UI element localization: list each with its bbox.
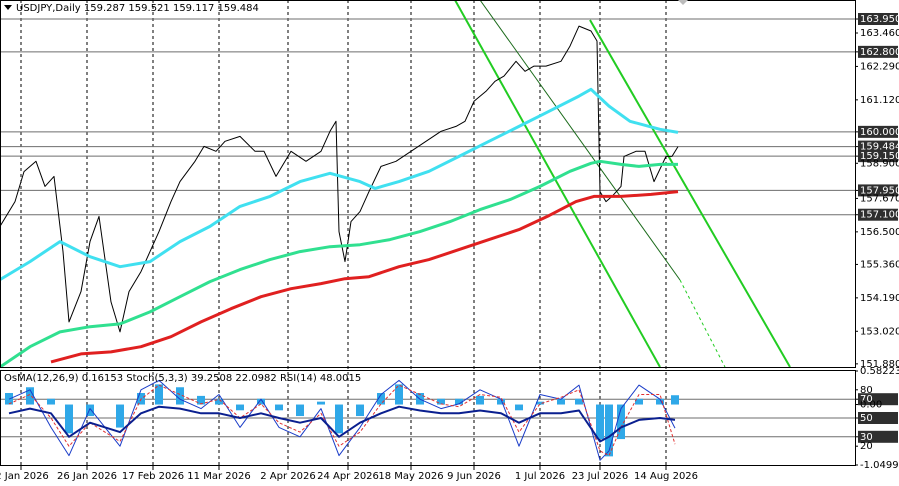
- y-tick-label: 154.190: [860, 293, 899, 304]
- osma-bar: [197, 395, 205, 405]
- osma-bar: [176, 387, 184, 405]
- osma-bar: [515, 404, 523, 411]
- y-tick-label: 156.500: [860, 227, 899, 238]
- series-line: [0, 87, 679, 281]
- osma-bar: [155, 384, 163, 405]
- osma-bar: [656, 398, 664, 405]
- chart-title: USDJPY,Daily 159.287 159.521 159.117 159…: [16, 3, 259, 14]
- trend-channel: [454, 0, 791, 368]
- y-tick-label: 0.58223: [860, 366, 899, 377]
- y-tick-label: 30: [860, 432, 873, 443]
- x-tick-label: 1 Jul 2026: [515, 471, 565, 482]
- osma-bar: [26, 387, 34, 405]
- x-tick-label: 11 Mar 2026: [187, 471, 250, 482]
- y-tick-label: 0.00: [860, 400, 882, 411]
- y-tick-label-bg: [858, 125, 898, 138]
- channel-mid: [479, 0, 681, 281]
- main-frame: [0, 0, 856, 368]
- series-line: [0, 159, 678, 369]
- osma-bar: [86, 404, 94, 417]
- channel-line: [589, 19, 791, 368]
- osma-bar: [377, 393, 385, 405]
- osma-bar: [605, 404, 613, 457]
- osma-bar: [596, 404, 604, 440]
- osma-bar: [536, 401, 544, 405]
- osma-bar: [215, 398, 223, 405]
- y-tick-label: 163.460: [860, 28, 899, 39]
- x-tick-label: 24 Apr 2026: [317, 471, 379, 482]
- y-tick-label: 158.900: [860, 158, 899, 169]
- y-tick-label: 50: [860, 413, 873, 424]
- x-tick-label: 17 Feb 2026: [122, 471, 184, 482]
- osma-bar: [335, 404, 343, 434]
- series-line: [0, 25, 679, 333]
- menu-arrow[interactable]: [4, 5, 12, 10]
- osma-bar: [575, 398, 583, 405]
- osma-bar: [635, 398, 643, 405]
- osma-bar: [617, 404, 625, 440]
- x-tick-label: 14 Aug 2026: [634, 471, 698, 482]
- plots: [0, 25, 679, 461]
- y-tick-label-bg: [858, 45, 898, 58]
- osma-bar: [476, 395, 484, 405]
- x-tick-label: 18 May 2026: [378, 471, 443, 482]
- osma-bar: [356, 404, 364, 417]
- osma-bar: [257, 398, 265, 405]
- osma-bar: [47, 398, 55, 405]
- x-tick-label: 2 Apr 2026: [260, 471, 315, 482]
- y-tick-label: 162.290: [860, 61, 899, 72]
- y-tick-label-bg: [858, 13, 898, 25]
- osma-bar: [395, 384, 403, 405]
- y-tick-label: 159.484: [860, 142, 899, 153]
- osma-bar: [455, 398, 463, 405]
- y-tick-label: 161.120: [860, 95, 899, 106]
- axes: 2 Jan 2026 26 Jan 2026 17 Feb 2026 11 Mar 2…: [0, 13, 899, 482]
- osma-bar: [65, 404, 73, 434]
- osma-bar: [317, 401, 325, 405]
- channel-line: [454, 0, 661, 368]
- y-tick-label: 162.800: [860, 47, 899, 58]
- y-tick-label: 70: [860, 394, 873, 405]
- osma-bar: [236, 404, 244, 411]
- osma-bar: [437, 398, 445, 405]
- y-tick-label-bg: [858, 150, 898, 163]
- y-tick-label: -1.04994: [860, 460, 899, 471]
- x-tick-label: 9 Jun 2026: [447, 471, 501, 482]
- y-tick-label: 153.020: [860, 326, 899, 337]
- series-line: [50, 190, 679, 364]
- osma-bar: [671, 395, 679, 405]
- y-tick-label: 20: [860, 441, 873, 452]
- x-tick-label: 26 Jan 2026: [57, 471, 117, 482]
- channel-mid-ext: [679, 279, 726, 368]
- osma-bar: [557, 398, 565, 405]
- y-tick-label-bg: [858, 430, 898, 443]
- y-tick-label: 157.950: [860, 185, 899, 196]
- y-tick-label: 157.670: [860, 193, 899, 204]
- y-tick-label: 159.150: [860, 151, 899, 162]
- osma-bar: [116, 404, 124, 428]
- osma-bar: [275, 404, 283, 411]
- osma-bar: [296, 404, 304, 417]
- series-line: [8, 384, 676, 457]
- y-tick-label: 157.100: [860, 210, 899, 221]
- y-tick-label-bg: [858, 184, 898, 197]
- y-tick-label-bg: [858, 412, 898, 424]
- y-tick-label-bg: [858, 393, 898, 406]
- y-tick-label-bg: [858, 140, 898, 153]
- osc-title: OsMA(12,26,9) 0.16153 Stoch(5,3,3) 39.25…: [4, 373, 361, 384]
- y-tick-label: 163.950: [860, 14, 899, 25]
- x-tick-label: 2 Jan 2026: [0, 471, 49, 482]
- y-tick-label: 151.880: [860, 359, 899, 370]
- shift-marker: [678, 0, 688, 5]
- y-tick-label-bg: [858, 208, 898, 221]
- osma-bar: [497, 398, 505, 405]
- x-tick-label: 23 Jul 2026: [572, 471, 629, 482]
- y-tick-label: 160.000: [860, 127, 899, 138]
- y-tick-label: 155.360: [860, 259, 899, 270]
- series-line: [8, 405, 676, 443]
- y-tick-label: 80: [860, 385, 873, 396]
